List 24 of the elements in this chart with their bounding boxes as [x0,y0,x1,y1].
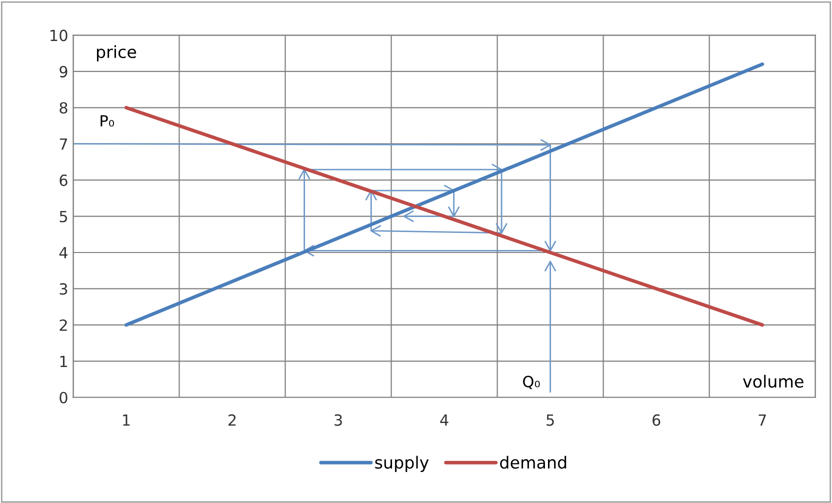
legend-label: demand [500,456,566,469]
y-tick-label: 2 [60,319,67,331]
y-tick-label: 7 [60,138,68,150]
y-tick-label: 3 [60,283,68,295]
y-tick-label: 8 [60,102,68,114]
y-tick-label: 9 [60,66,68,78]
y-tick-label: 4 [59,247,68,258]
annotation: Q₀ [523,376,540,390]
x-tick-label: 1 [123,414,130,426]
annotation: P₀ [100,115,114,127]
y-tick-label: 10 [50,30,68,42]
x-tick-label: 3 [334,414,342,426]
x-tick-label: 7 [758,414,766,426]
x-tick-label: 6 [652,414,660,426]
x-tick-label: 2 [228,414,236,426]
y-axis-title: price [96,45,136,62]
y-tick-label: 1 [60,356,67,367]
x-tick-label: 5 [546,414,554,426]
x-tick-label: 4 [440,414,448,426]
legend-label: supply [375,456,429,472]
y-tick-label: 5 [60,210,68,222]
x-axis-title: volume [742,374,804,388]
y-tick-label: 6 [60,174,68,186]
y-tick-label: 0 [60,392,68,404]
